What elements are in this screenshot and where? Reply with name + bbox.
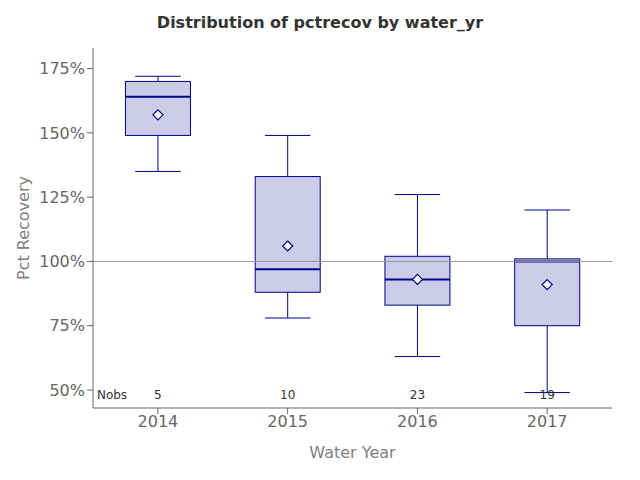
svg-text:Nobs: Nobs bbox=[97, 388, 127, 402]
svg-text:Water Year: Water Year bbox=[309, 443, 396, 462]
svg-text:10: 10 bbox=[280, 388, 295, 402]
svg-text:5: 5 bbox=[154, 388, 162, 402]
svg-text:175%: 175% bbox=[39, 59, 85, 78]
svg-text:2015: 2015 bbox=[267, 412, 308, 431]
svg-text:19: 19 bbox=[540, 388, 555, 402]
svg-text:100%: 100% bbox=[39, 252, 85, 271]
html-text:Distribution of pctrecov by wa: Distribution of pctrecov by water_yr bbox=[156, 13, 484, 32]
svg-text:23: 23 bbox=[410, 388, 425, 402]
svg-text:150%: 150% bbox=[39, 124, 85, 143]
svg-text:2016: 2016 bbox=[397, 412, 438, 431]
svg-text:75%: 75% bbox=[49, 316, 85, 335]
svg-text:50%: 50% bbox=[49, 381, 85, 400]
svg-text:Pct Recovery: Pct Recovery bbox=[14, 176, 33, 280]
svg-text:2014: 2014 bbox=[138, 412, 179, 431]
svg-text:2017: 2017 bbox=[527, 412, 568, 431]
svg-text:125%: 125% bbox=[39, 188, 85, 207]
